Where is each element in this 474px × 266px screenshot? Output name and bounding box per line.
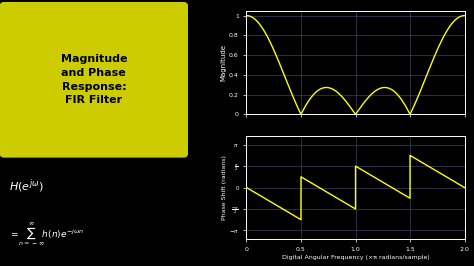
Text: $H(e^{j\omega})$: $H(e^{j\omega})$ <box>9 177 44 195</box>
Y-axis label: Magnitude: Magnitude <box>220 44 226 81</box>
FancyBboxPatch shape <box>0 3 188 157</box>
Text: Magnitude
and Phase
Response:
FIR Filter: Magnitude and Phase Response: FIR Filter <box>61 55 127 105</box>
X-axis label: Digital Angular Frequency (×π radians/sample): Digital Angular Frequency (×π radians/sa… <box>282 255 429 260</box>
Text: $=\!\sum_{n=-\infty}^{\infty}\!h(n)e^{-j\omega n}$: $=\!\sum_{n=-\infty}^{\infty}\!h(n)e^{-j… <box>9 221 84 248</box>
Y-axis label: Phase Shift (radians): Phase Shift (radians) <box>222 155 228 220</box>
